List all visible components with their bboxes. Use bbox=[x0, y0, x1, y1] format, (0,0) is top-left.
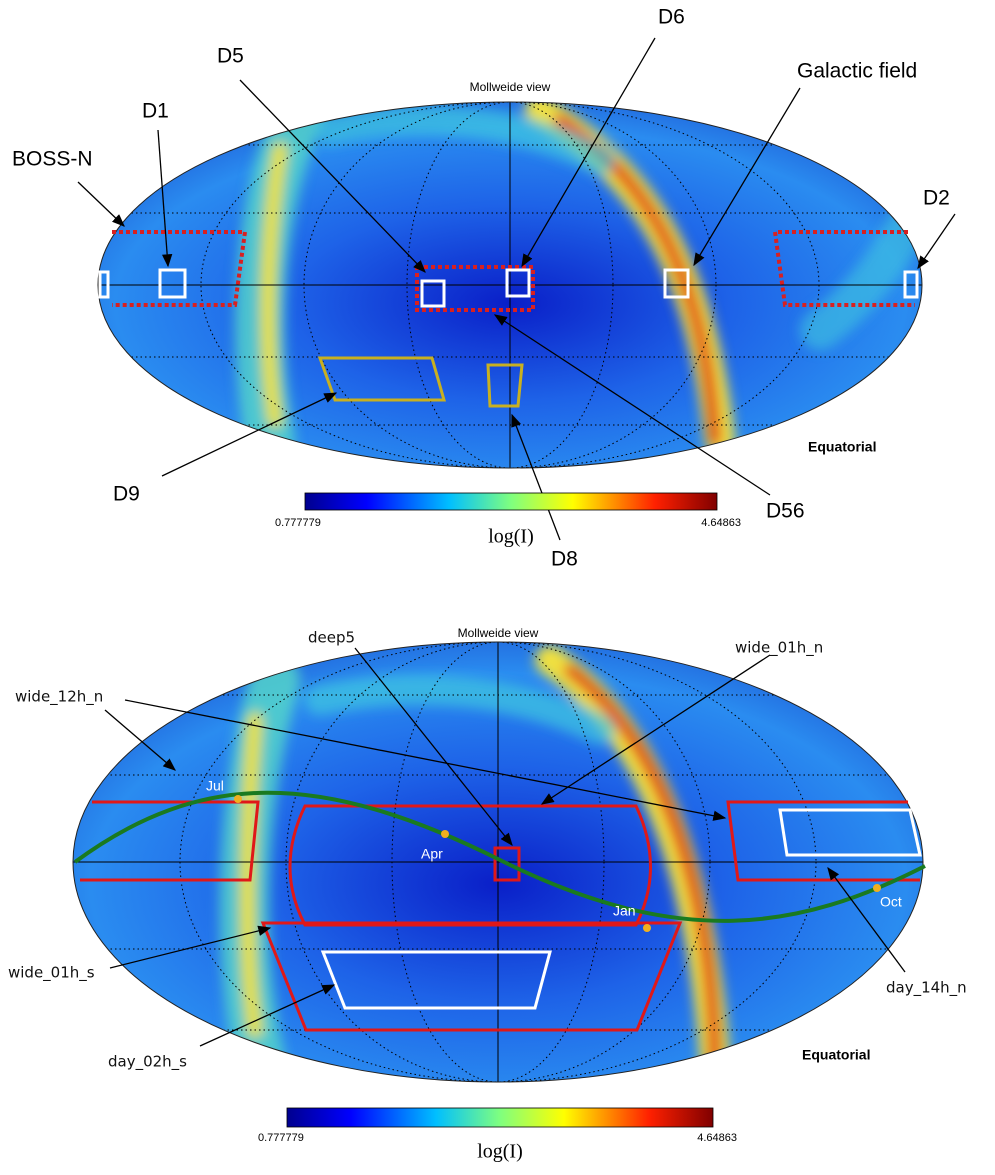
label: deep5 bbox=[308, 629, 355, 647]
label: Galactic field bbox=[797, 60, 917, 83]
frame-label: Equatorial bbox=[808, 439, 876, 455]
label: D9 bbox=[113, 483, 140, 506]
colorbar-min: 0.777779 bbox=[258, 1132, 304, 1144]
colorbar-label: log(I) bbox=[488, 526, 534, 548]
colorbar-max: 4.64863 bbox=[697, 1132, 737, 1144]
label: D2 bbox=[923, 187, 950, 210]
label: wide_01h_n bbox=[735, 639, 823, 658]
label: D8 bbox=[551, 548, 578, 571]
figure: Mollweide view Equatorial BOSS-N D1 D5 D… bbox=[0, 0, 995, 1170]
colorbar bbox=[305, 493, 717, 510]
colorbar bbox=[287, 1108, 713, 1127]
map-title: Mollweide view bbox=[470, 80, 551, 94]
map-title: Mollweide view bbox=[458, 626, 539, 640]
label: D1 bbox=[142, 100, 169, 123]
colorbar-label: log(I) bbox=[477, 1141, 523, 1163]
frame-label: Equatorial bbox=[802, 1047, 870, 1063]
colorbar-min: 0.777779 bbox=[275, 517, 321, 529]
label: BOSS-N bbox=[12, 148, 93, 171]
label: D5 bbox=[217, 45, 244, 68]
colorbar-max: 4.64863 bbox=[701, 517, 741, 529]
label: D56 bbox=[766, 500, 805, 523]
month-label: Apr bbox=[421, 846, 443, 862]
label: wide_01h_s bbox=[8, 964, 95, 983]
sky-map bbox=[98, 102, 922, 468]
month-label: Jan bbox=[613, 903, 636, 919]
label: day_02h_s bbox=[108, 1053, 187, 1072]
month-label: Jul bbox=[206, 778, 224, 794]
page: Mollweide view Equatorial BOSS-N D1 D5 D… bbox=[0, 0, 995, 1175]
label: D6 bbox=[658, 6, 685, 29]
panel-2: Mollweide view Equatorial deep5 wide_01h… bbox=[8, 626, 967, 1162]
month-label: Oct bbox=[880, 894, 902, 910]
label: day_14h_n bbox=[886, 979, 967, 998]
panel-1: Mollweide view Equatorial BOSS-N D1 D5 D… bbox=[12, 6, 955, 571]
label: wide_12h_n bbox=[15, 688, 103, 707]
